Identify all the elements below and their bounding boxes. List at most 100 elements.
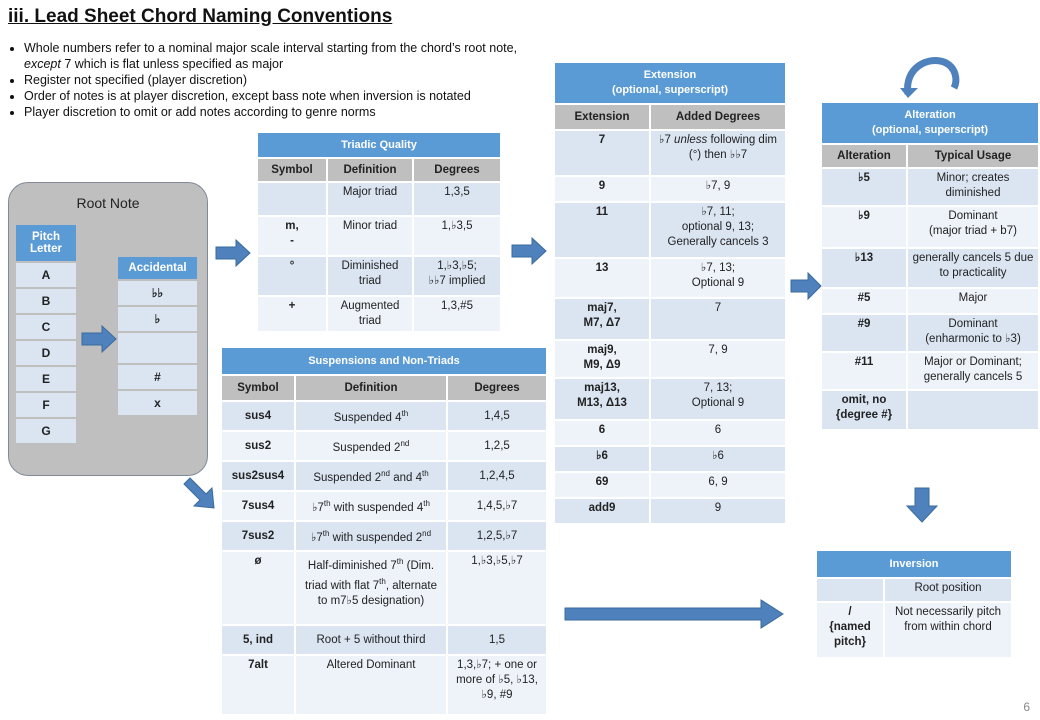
alteration-cell: omit, no {degree #} xyxy=(820,389,908,431)
definition-cell: Suspended 4th xyxy=(294,400,448,432)
arrow-right-icon xyxy=(215,238,251,268)
table-row: sus2sus4 Suspended 2nd and 4th 1,2,4,5 xyxy=(220,460,549,492)
table-row: maj9, M9, Δ9 7, 9 xyxy=(553,339,787,379)
column-header: Added Degrees xyxy=(649,103,787,131)
definition-cell: Suspended 2nd xyxy=(294,430,448,462)
pitch-letter-cell: D xyxy=(16,341,76,365)
symbol-cell: 7sus4 xyxy=(220,490,296,522)
alteration-cell: ♭5 xyxy=(820,167,908,207)
added-degrees-cell: 7, 9 xyxy=(649,339,787,379)
bullet-item: Player discretion to omit or add notes a… xyxy=(24,104,544,120)
table-row: omit, no {degree #} xyxy=(820,389,1040,431)
table-row: 5, ind Root + 5 without third 1,5 xyxy=(220,624,549,656)
alteration-caption: Alteration (optional, superscript) xyxy=(820,101,1040,145)
extension-cell: 7 xyxy=(553,129,651,177)
table-row: ♭13 generally cancels 5 due to practicali… xyxy=(820,247,1040,289)
added-degrees-cell: ♭6 xyxy=(649,445,787,473)
symbol-cell: 7sus2 xyxy=(220,520,296,552)
bullet-item: Order of notes is at player discretion, … xyxy=(24,88,544,104)
arrow-right-icon xyxy=(81,324,117,354)
extension-cell: maj9, M9, Δ9 xyxy=(553,339,651,379)
column-header: Definition xyxy=(294,374,448,402)
table-row: 11 ♭7, 11; optional 9, 13; Generally cancel… xyxy=(553,201,787,259)
table-row: 7sus4 ♭7th with suspended 4th 1,4,5,♭7 xyxy=(220,490,549,522)
extension-cell: 6 xyxy=(553,419,651,447)
accidental-cell: # xyxy=(118,365,197,389)
inversion-symbol-cell xyxy=(815,577,885,603)
page-title: iii. Lead Sheet Chord Naming Conventions xyxy=(8,6,393,27)
degrees-cell: 1,5 xyxy=(445,624,549,656)
degrees-cell: 1,♭3,♭5; ♭♭7 implied xyxy=(412,255,502,297)
added-degrees-cell: ♭7, 13; Optional 9 xyxy=(649,257,787,299)
definition-cell: Suspended 2nd and 4th xyxy=(294,460,448,492)
degrees-cell: 1,2,5 xyxy=(445,430,549,462)
extension-cell: maj7, M7, Δ7 xyxy=(553,297,651,341)
pitch-letter-cell: G xyxy=(16,419,76,443)
extension-cell: 9 xyxy=(553,175,651,203)
symbol-cell: sus2sus4 xyxy=(220,460,296,492)
added-degrees-cell: 6, 9 xyxy=(649,471,787,499)
table-row: 7alt Altered Dominant 1,3,♭7; + one or mor… xyxy=(220,654,549,716)
symbol-cell: + xyxy=(256,295,328,333)
symbol-cell: sus2 xyxy=(220,430,296,462)
symbol-cell: m, - xyxy=(256,215,328,257)
extension-cell: 13 xyxy=(553,257,651,299)
degrees-cell: 1,♭3,5 xyxy=(412,215,502,257)
accidental-cell: ♭ xyxy=(118,307,197,331)
degrees-cell: 1,4,5 xyxy=(445,400,549,432)
symbol-cell xyxy=(256,181,328,217)
definition-cell: ♭7th with suspended 2nd xyxy=(294,520,448,552)
added-degrees-cell: ♭7 unless following dim (°) then ♭♭7 xyxy=(649,129,787,177)
arrow-down-right-icon xyxy=(183,477,215,509)
table-row: add9 9 xyxy=(553,497,787,525)
table-row: ♭5 Minor; creates diminished xyxy=(820,167,1040,207)
alteration-cell: #11 xyxy=(820,351,908,391)
alteration-cell: #9 xyxy=(820,313,908,353)
extension-cell: 11 xyxy=(553,201,651,259)
column-header: Symbol xyxy=(220,374,296,402)
suspensions-caption: Suspensions and Non-Triads xyxy=(219,346,549,376)
accidental-cell xyxy=(118,333,197,363)
accidental-header: Accidental xyxy=(118,257,197,279)
added-degrees-cell: 6 xyxy=(649,419,787,447)
added-degrees-cell: ♭7, 9 xyxy=(649,175,787,203)
degrees-cell: 1,♭3,♭5,♭7 xyxy=(445,550,549,626)
symbol-cell: sus4 xyxy=(220,400,296,432)
accidental-cell: ♭♭ xyxy=(118,281,197,305)
definition-cell: Major triad xyxy=(326,181,414,217)
curved-arrow-icon xyxy=(900,57,960,98)
pitch-letter-cell: C xyxy=(16,315,76,339)
pitch-letter-header: Pitch Letter xyxy=(16,225,76,261)
definition-cell: Augmented triad xyxy=(326,295,414,333)
extension-cell: add9 xyxy=(553,497,651,525)
degrees-cell: 1,4,5,♭7 xyxy=(445,490,549,522)
accidental-cell: x xyxy=(118,391,197,415)
triadic-caption: Triadic Quality xyxy=(256,131,502,159)
page-number: 6 xyxy=(1023,700,1030,714)
degrees-cell: 1,3,#5 xyxy=(412,295,502,333)
pitch-letter-cell: A xyxy=(16,263,76,287)
definition-cell: Minor triad xyxy=(326,215,414,257)
added-degrees-cell: ♭7, 11; optional 9, 13; Generally cancels … xyxy=(649,201,787,259)
inversion-table: Inversion Root position / {named pitch} Not … xyxy=(815,549,1013,659)
usage-cell xyxy=(906,389,1040,431)
table-row: / {named pitch} Not necessarily pitch from … xyxy=(815,601,1013,659)
bullet-item: Whole numbers refer to a nominal major s… xyxy=(24,40,544,72)
symbol-cell: ø xyxy=(220,550,296,626)
definition-cell: ♭7th with suspended 4th xyxy=(294,490,448,522)
definition-cell: Half-diminished 7th (Dim. triad with fla… xyxy=(294,550,448,626)
added-degrees-cell: 7, 13; Optional 9 xyxy=(649,377,787,421)
definition-cell: Diminished triad xyxy=(326,255,414,297)
column-header: Typical Usage xyxy=(906,143,1040,169)
column-header: Alteration xyxy=(820,143,908,169)
table-row: maj13, M13, Δ13 7, 13; Optional 9 xyxy=(553,377,787,421)
table-row: sus2 Suspended 2nd 1,2,5 xyxy=(220,430,549,462)
bullet-list: Whole numbers refer to a nominal major s… xyxy=(6,40,544,120)
alteration-cell: #5 xyxy=(820,287,908,315)
extension-caption: Extension (optional, superscript) xyxy=(553,61,787,105)
pitch-letter-cell: E xyxy=(16,367,76,391)
extension-cell: ♭6 xyxy=(553,445,651,473)
arrow-right-icon xyxy=(511,236,547,266)
